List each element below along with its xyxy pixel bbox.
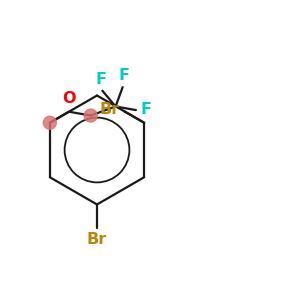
Text: O: O <box>62 92 76 106</box>
Text: F: F <box>141 102 152 117</box>
Text: Br: Br <box>100 102 120 117</box>
Text: F: F <box>118 68 130 83</box>
Circle shape <box>43 116 56 129</box>
Circle shape <box>84 109 97 122</box>
Text: F: F <box>95 72 106 87</box>
Text: Br: Br <box>87 232 107 247</box>
